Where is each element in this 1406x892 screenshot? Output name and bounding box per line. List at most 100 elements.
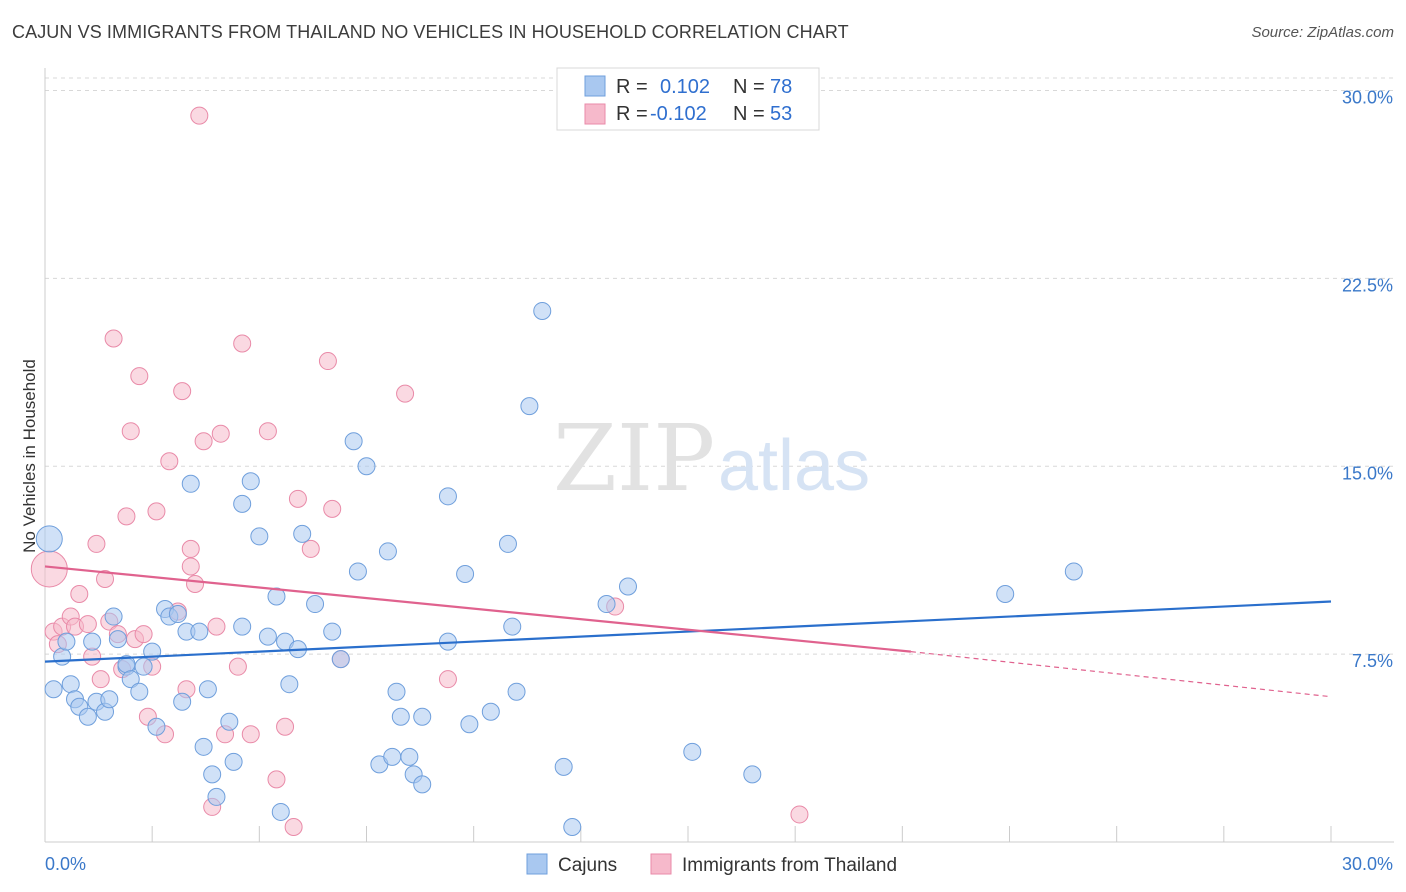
point-cajuns bbox=[357, 457, 376, 476]
point-immigrants-thailand bbox=[258, 422, 277, 441]
point-cajuns bbox=[61, 675, 80, 694]
point-immigrants-thailand bbox=[96, 569, 115, 588]
point-cajuns bbox=[108, 630, 127, 649]
point-cajuns bbox=[293, 524, 312, 543]
point-cajuns bbox=[743, 765, 762, 784]
point-cajuns bbox=[78, 707, 97, 726]
point-cajuns bbox=[194, 737, 213, 756]
point-immigrants-thailand bbox=[228, 657, 247, 676]
bottom-legend-label-cajuns: Cajuns bbox=[558, 855, 617, 876]
y-tick-label: 7.5% bbox=[1352, 651, 1393, 671]
tick-labels: 7.5% 15.0% 22.5% 30.0% 0.0% 30.0% bbox=[44, 88, 1393, 874]
point-immigrants-thailand bbox=[194, 432, 213, 451]
point-cajuns bbox=[173, 692, 192, 711]
point-immigrants-thailand bbox=[233, 334, 252, 353]
point-cajuns bbox=[147, 717, 166, 736]
point-cajuns bbox=[267, 587, 286, 606]
point-immigrants-thailand bbox=[181, 539, 200, 558]
point-cajuns bbox=[1064, 562, 1083, 581]
point-cajuns bbox=[241, 472, 260, 491]
point-immigrants-thailand bbox=[104, 329, 123, 348]
stats-legend: R = 0.102 N = 78 R = -0.102 N = 53 bbox=[556, 67, 820, 131]
point-immigrants-thailand bbox=[83, 647, 102, 666]
legend-n-label-1: N = bbox=[733, 76, 765, 98]
point-cajuns bbox=[387, 682, 406, 701]
point-cajuns bbox=[683, 742, 702, 761]
point-immigrants-thailand bbox=[117, 507, 136, 526]
point-immigrants-thailand bbox=[91, 670, 110, 689]
point-cajuns bbox=[438, 487, 457, 506]
watermark-zip: ZIP bbox=[553, 405, 715, 512]
point-cajuns bbox=[554, 757, 573, 776]
point-immigrants-thailand bbox=[790, 805, 809, 824]
legend-n-value-2: 53 bbox=[770, 103, 792, 125]
point-cajuns bbox=[597, 595, 616, 614]
point-immigrants-thailand bbox=[396, 384, 415, 403]
point-cajuns bbox=[224, 752, 243, 771]
point-cajuns bbox=[996, 585, 1015, 604]
point-cajuns bbox=[460, 715, 479, 734]
point-cajuns bbox=[100, 690, 119, 709]
chart-title: CAJUN VS IMMIGRANTS FROM THAILAND NO VEH… bbox=[12, 22, 849, 42]
series-legend: Cajuns Immigrants from Thailand bbox=[526, 853, 897, 876]
point-cajuns bbox=[280, 675, 299, 694]
point-immigrants-thailand bbox=[211, 424, 230, 443]
y-axis-label: No Vehicles in Household bbox=[20, 359, 39, 553]
trend-line-immigrants-thailand bbox=[44, 565, 912, 653]
point-immigrants-thailand bbox=[160, 452, 179, 471]
point-immigrants-thailand bbox=[301, 539, 320, 558]
point-cajuns bbox=[306, 595, 325, 614]
y-tick-label: 15.0% bbox=[1342, 463, 1393, 483]
point-cajuns bbox=[520, 397, 539, 416]
y-tick-label: 22.5% bbox=[1342, 275, 1393, 295]
point-immigrants-thailand bbox=[438, 670, 457, 689]
point-immigrants-thailand bbox=[190, 106, 209, 125]
point-cajuns bbox=[456, 564, 475, 583]
legend-n-label-2: N = bbox=[733, 103, 765, 125]
point-cajuns bbox=[203, 765, 222, 784]
point-cajuns bbox=[344, 432, 363, 451]
point-cajuns bbox=[104, 607, 123, 626]
legend-r-label-1: R = bbox=[616, 76, 648, 98]
point-cajuns bbox=[498, 534, 517, 553]
legend-swatch-thailand bbox=[584, 103, 606, 125]
point-cajuns bbox=[481, 702, 500, 721]
point-cajuns bbox=[233, 617, 252, 636]
chart-source: Source: ZipAtlas.com bbox=[1251, 24, 1394, 41]
point-immigrants-thailand bbox=[147, 502, 166, 521]
legend-r-value-2: -0.102 bbox=[650, 103, 707, 125]
point-cajuns bbox=[53, 647, 72, 666]
axes bbox=[44, 68, 1394, 843]
point-immigrants-thailand bbox=[186, 574, 205, 593]
point-cajuns bbox=[563, 817, 582, 836]
point-cajuns bbox=[507, 682, 526, 701]
point-immigrants-thailand bbox=[276, 717, 295, 736]
point-immigrants-thailand bbox=[267, 770, 286, 789]
point-immigrants-thailand bbox=[130, 367, 149, 386]
point-cajuns bbox=[258, 627, 277, 646]
legend-swatch-cajuns bbox=[584, 75, 606, 97]
legend-r-label-2: R = bbox=[616, 103, 648, 125]
point-cajuns bbox=[35, 525, 63, 553]
x-tick-label-min: 0.0% bbox=[45, 854, 86, 874]
point-cajuns bbox=[207, 787, 226, 806]
point-immigrants-thailand bbox=[134, 625, 153, 644]
point-cajuns bbox=[413, 775, 432, 794]
point-cajuns bbox=[271, 802, 290, 821]
point-immigrants-thailand bbox=[207, 617, 226, 636]
watermark: ZIP atlas bbox=[553, 405, 870, 512]
y-tick-label: 30.0% bbox=[1342, 88, 1393, 108]
point-immigrants-thailand bbox=[78, 615, 97, 634]
point-immigrants-thailand bbox=[318, 352, 337, 371]
bottom-legend-swatch-cajuns bbox=[526, 853, 548, 875]
trend-line-cajuns bbox=[44, 600, 1332, 663]
point-immigrants-thailand bbox=[284, 817, 303, 836]
legend-r-value-1: 0.102 bbox=[660, 76, 710, 98]
point-immigrants-thailand bbox=[87, 534, 106, 553]
point-cajuns bbox=[331, 650, 350, 669]
point-cajuns bbox=[618, 577, 637, 596]
point-cajuns bbox=[57, 632, 76, 651]
point-cajuns bbox=[181, 474, 200, 493]
point-cajuns bbox=[383, 747, 402, 766]
point-cajuns bbox=[400, 747, 419, 766]
